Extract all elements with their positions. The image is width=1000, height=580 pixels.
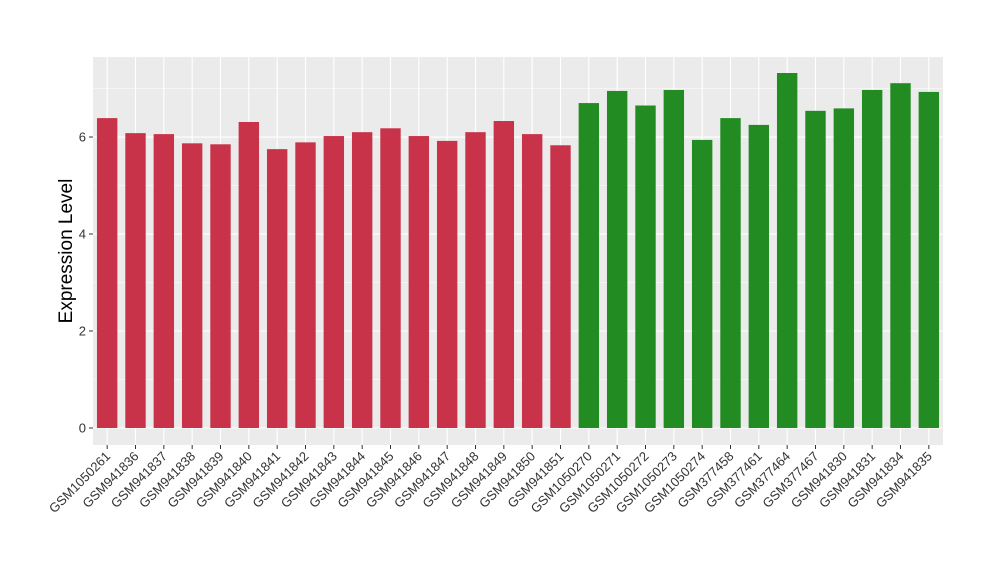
bar [323,136,345,428]
y-tick-label: 2 [79,324,86,339]
bar [578,103,600,428]
bar [720,118,741,428]
bar [181,143,203,428]
plot-panel [93,57,943,445]
bar [436,140,458,428]
bar [918,91,940,428]
bar [521,134,543,428]
bar [805,110,826,429]
bar [663,89,685,428]
bar [96,118,118,428]
bar [861,89,883,428]
bar [295,142,316,428]
x-axis: GSM1050261GSM941836GSM941837GSM941838GSM… [46,445,935,516]
bar [238,121,260,428]
bar [776,73,798,429]
grid-minor [93,88,943,380]
bar [748,124,770,429]
y-axis-title: Expression Level [56,179,77,324]
bar [550,145,571,429]
bar [691,139,713,428]
bar [606,90,628,428]
y-tick-label: 4 [79,227,86,242]
y-tick-label: 6 [79,130,86,145]
bar [408,136,430,428]
bar [890,83,911,428]
bars [96,73,940,429]
bar [125,133,146,428]
bar [153,134,175,428]
y-axis: 0 2 4 6 [79,130,93,436]
bar [465,132,486,429]
bar [380,128,401,428]
bar [635,105,656,428]
bar [833,108,855,429]
y-tick-label: 0 [79,421,86,436]
bar [351,132,373,429]
bar [210,144,231,428]
bar [266,149,288,428]
bar [493,121,515,428]
